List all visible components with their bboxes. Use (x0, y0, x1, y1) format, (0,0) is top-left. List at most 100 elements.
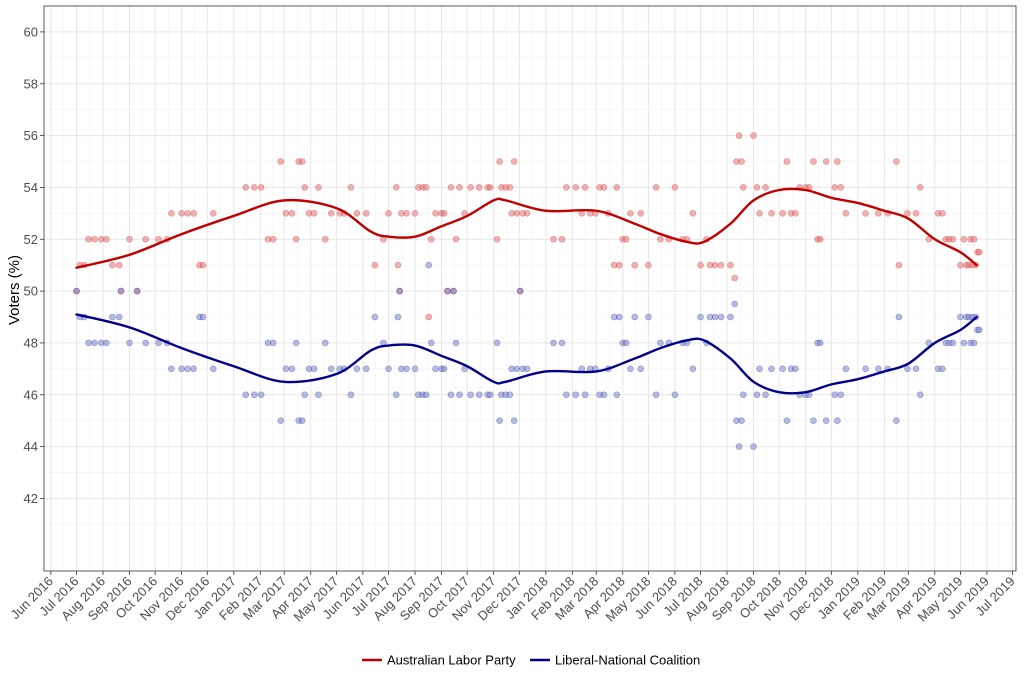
labor-poll-point (440, 210, 448, 217)
labor-poll-point (411, 210, 419, 217)
labor-poll-point (298, 158, 306, 165)
labor-poll-point (895, 261, 903, 269)
labor-poll-point (731, 274, 739, 282)
coalition-poll-point (475, 391, 483, 399)
coalition-poll-point (353, 365, 361, 373)
coalition-poll-point (550, 339, 557, 347)
labor-poll-point (671, 184, 679, 191)
labor-poll-point (385, 210, 392, 217)
coalition-poll-point (637, 365, 645, 373)
coalition-poll-point (563, 391, 570, 399)
labor-poll-point (975, 248, 983, 256)
coalition-poll-point (904, 365, 911, 373)
labor-poll-point (717, 261, 725, 269)
labor-poll-point (486, 184, 494, 191)
coalition-poll-point (862, 365, 869, 373)
labor-poll-point (510, 158, 518, 165)
coalition-poll-point (792, 365, 799, 373)
labor-poll-point (292, 235, 300, 243)
coalition-poll-point (425, 261, 432, 269)
labor-poll-point (394, 261, 402, 269)
coalition-poll-point (133, 287, 141, 295)
labor-poll-point (957, 261, 964, 269)
coalition-poll-point (622, 339, 630, 347)
coalition-poll-point (411, 365, 419, 373)
coalition-poll-point (834, 417, 841, 424)
coalition-poll-point (288, 365, 296, 373)
labor-poll-point (315, 184, 322, 191)
coalition-poll-point (277, 417, 285, 424)
labor-poll-point (371, 261, 379, 269)
labor-poll-point (310, 210, 318, 217)
labor-poll-point (142, 235, 150, 243)
labor-poll-point (949, 235, 957, 243)
labor-poll-point (257, 184, 265, 191)
labor-poll-point (115, 261, 123, 269)
coalition-poll-point (496, 417, 503, 424)
coalition-poll-point (506, 391, 514, 399)
coalition-poll-point (842, 365, 850, 373)
labor-poll-point (753, 184, 761, 191)
labor-poll-point (425, 313, 432, 321)
labor-poll-point (178, 210, 185, 217)
labor-poll-point (631, 261, 639, 269)
coalition-poll-point (126, 339, 133, 347)
coalition-poll-point (739, 391, 747, 399)
coalition-poll-point (251, 391, 258, 399)
labor-poll-point (184, 210, 191, 217)
labor-poll-point (916, 184, 924, 191)
coalition-poll-point (516, 287, 524, 295)
coalition-poll-point (756, 365, 763, 373)
coalition-poll-point (371, 313, 379, 321)
coalition-poll-point (73, 287, 80, 295)
coalition-poll-point (403, 365, 410, 373)
coalition-poll-point (85, 339, 92, 347)
labor-poll-point (456, 184, 463, 191)
coalition-poll-point (895, 313, 903, 321)
y-tick-label: 56 (24, 128, 38, 143)
y-tick-label: 44 (24, 439, 38, 454)
labor-poll-point (875, 210, 882, 217)
legend: Australian Labor Party Liberal-National C… (362, 653, 700, 668)
legend-label-coalition: Liberal-National Coalition (555, 653, 700, 668)
labor-poll-point (347, 184, 355, 191)
labor-poll-point (581, 184, 589, 191)
coalition-poll-point (810, 417, 817, 424)
coalition-poll-point (310, 365, 318, 373)
labor-poll-point (711, 261, 719, 269)
labor-poll-point (960, 235, 968, 243)
labor-poll-point (432, 210, 439, 217)
labor-poll-point (622, 235, 630, 243)
labor-poll-point (190, 210, 197, 217)
coalition-poll-point (893, 417, 900, 424)
labor-poll-point (657, 235, 664, 243)
coalition-poll-point (315, 391, 322, 399)
labor-poll-point (558, 235, 566, 243)
coalition-poll-point (362, 365, 370, 373)
trend-lines (75, 187, 978, 395)
labor-poll-point (727, 261, 734, 269)
coalition-poll-point (957, 313, 964, 321)
coalition-poll-point (452, 339, 460, 347)
y-tick-label: 58 (24, 76, 38, 91)
y-tick-label: 46 (24, 387, 38, 402)
labor-poll-point (637, 210, 645, 217)
coalition-poll-point (142, 339, 150, 347)
coalition-poll-point (822, 417, 830, 424)
labor-poll-point (126, 235, 133, 243)
coalition-poll-point (750, 443, 757, 450)
coalition-poll-point (396, 287, 403, 295)
labor-poll-point (109, 261, 116, 269)
coalition-poll-point (422, 391, 430, 399)
labor-poll-point (627, 210, 634, 217)
labor-poll-point (939, 210, 946, 217)
labor-poll-point (739, 184, 747, 191)
coalition-poll-point (321, 339, 329, 347)
coalition-poll-point (257, 391, 265, 399)
coalition-poll-point (432, 365, 439, 373)
coalition-poll-point (960, 339, 968, 347)
coalition-poll-point (168, 365, 175, 373)
y-tick-label: 50 (24, 284, 38, 299)
labor-poll-point (301, 184, 309, 191)
